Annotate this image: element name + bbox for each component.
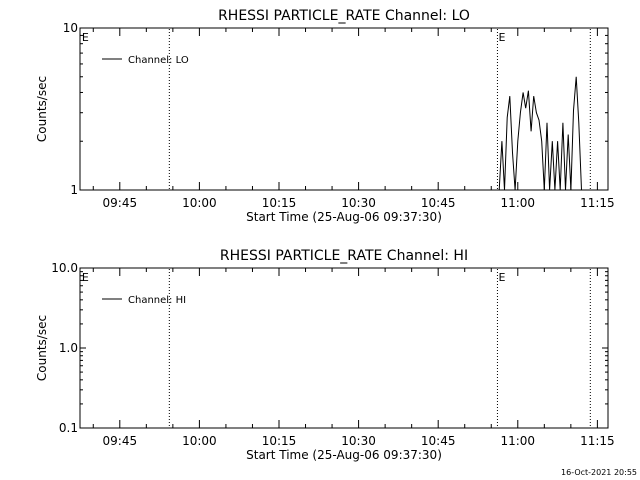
x-tick-label: 09:45 bbox=[103, 196, 138, 210]
y-axis-label: Counts/sec bbox=[35, 315, 49, 381]
footer-timestamp: 16-Oct-2021 20:55 bbox=[561, 468, 637, 477]
x-tick-label: 11:00 bbox=[500, 434, 535, 448]
x-tick-label: 10:30 bbox=[341, 196, 376, 210]
x-tick-label: 10:15 bbox=[262, 434, 297, 448]
event-marker: E bbox=[498, 271, 505, 284]
legend-label: Channel: HI bbox=[128, 295, 186, 306]
plot-frame bbox=[79, 27, 609, 191]
chart-panel-1: RHESSI PARTICLE_RATE Channel: LO 1 10 Count… bbox=[35, 8, 615, 224]
y-tick-label: 10.0 bbox=[51, 261, 78, 275]
chart-panel-2: RHESSI PARTICLE_RATE Channel: HI 0.1 1.0 10… bbox=[35, 248, 615, 462]
chart-title: RHESSI PARTICLE_RATE Channel: HI bbox=[220, 248, 468, 264]
x-axis-label: Start Time (25-Aug-06 09:37:30) bbox=[246, 210, 442, 224]
y-tick-label: 10 bbox=[63, 21, 78, 35]
x-tick-label: 10:45 bbox=[421, 434, 456, 448]
x-axis-label: Start Time (25-Aug-06 09:37:30) bbox=[246, 448, 442, 462]
y-tick-label: 1.0 bbox=[59, 341, 78, 355]
chart-title: RHESSI PARTICLE_RATE Channel: LO bbox=[218, 8, 470, 24]
plot-frame bbox=[79, 267, 609, 429]
x-tick-label: 11:15 bbox=[580, 434, 615, 448]
x-tick-label: 11:15 bbox=[580, 196, 615, 210]
y-tick-label: 0.1 bbox=[59, 421, 78, 435]
series-line bbox=[491, 76, 582, 191]
x-tick-label: 10:45 bbox=[421, 196, 456, 210]
event-marker: E bbox=[82, 271, 89, 284]
x-tick-label: 11:00 bbox=[500, 196, 535, 210]
x-tick-label: 09:45 bbox=[103, 434, 138, 448]
event-marker: E bbox=[82, 31, 89, 44]
event-marker: E bbox=[498, 31, 505, 44]
legend-label: Channel: LO bbox=[128, 55, 189, 66]
x-tick-label: 10:00 bbox=[182, 434, 217, 448]
y-axis-label: Counts/sec bbox=[35, 76, 49, 142]
x-tick-label: 10:30 bbox=[341, 434, 376, 448]
y-tick-label: 1 bbox=[70, 183, 78, 197]
x-tick-label: 10:15 bbox=[262, 196, 297, 210]
x-tick-label: 10:00 bbox=[182, 196, 217, 210]
